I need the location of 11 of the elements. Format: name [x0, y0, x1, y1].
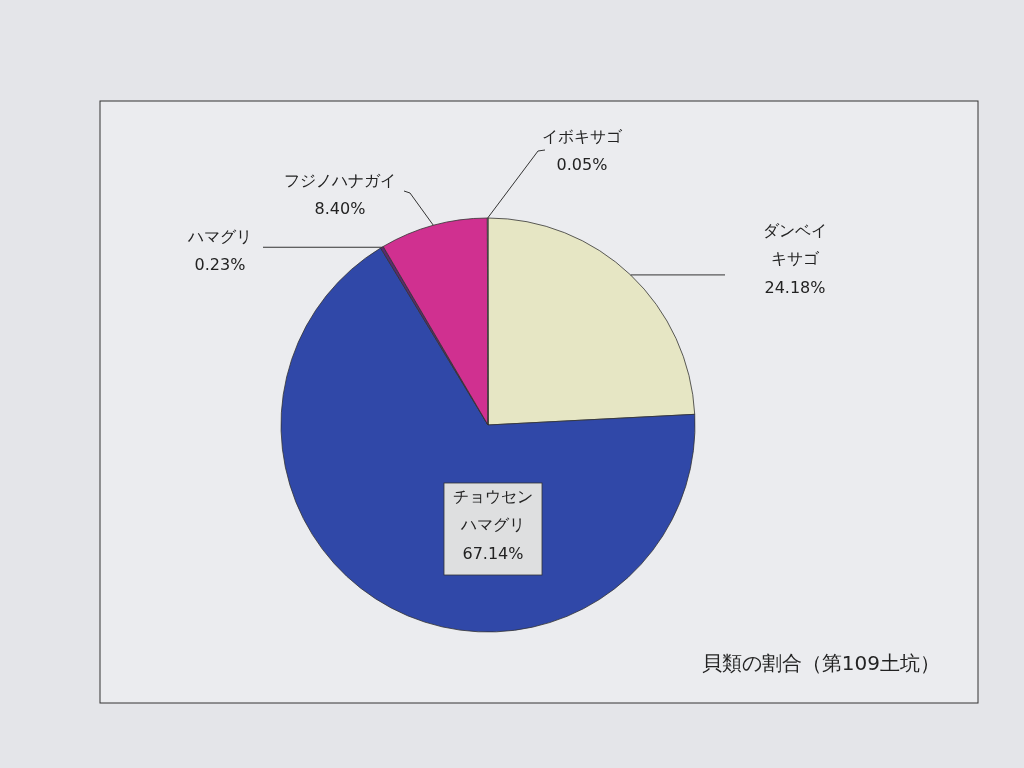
data-label: 67.14%: [462, 544, 524, 563]
slice-label: ハマグリ: [187, 227, 252, 246]
slice-label: ダンベイキサゴ: [762, 220, 828, 270]
slice-label: イボキサゴ: [542, 127, 623, 146]
slice-label: チョウセンハマグリ: [452, 486, 534, 536]
data-label: 0.23%: [194, 255, 246, 274]
data-label: 24.18%: [764, 278, 826, 297]
slice-label: フジノハナガイ: [284, 171, 396, 190]
text: 貝類の割合（第109土坑）: [701, 651, 940, 675]
data-label: 8.40%: [314, 199, 366, 218]
data-label: 0.05%: [556, 155, 608, 174]
